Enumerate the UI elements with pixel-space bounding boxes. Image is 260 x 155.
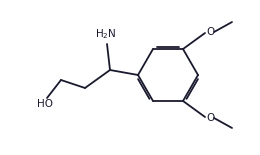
Text: O: O [206,113,214,123]
Text: H$_2$N: H$_2$N [95,27,117,41]
Text: HO: HO [37,99,53,109]
Text: O: O [206,27,214,37]
